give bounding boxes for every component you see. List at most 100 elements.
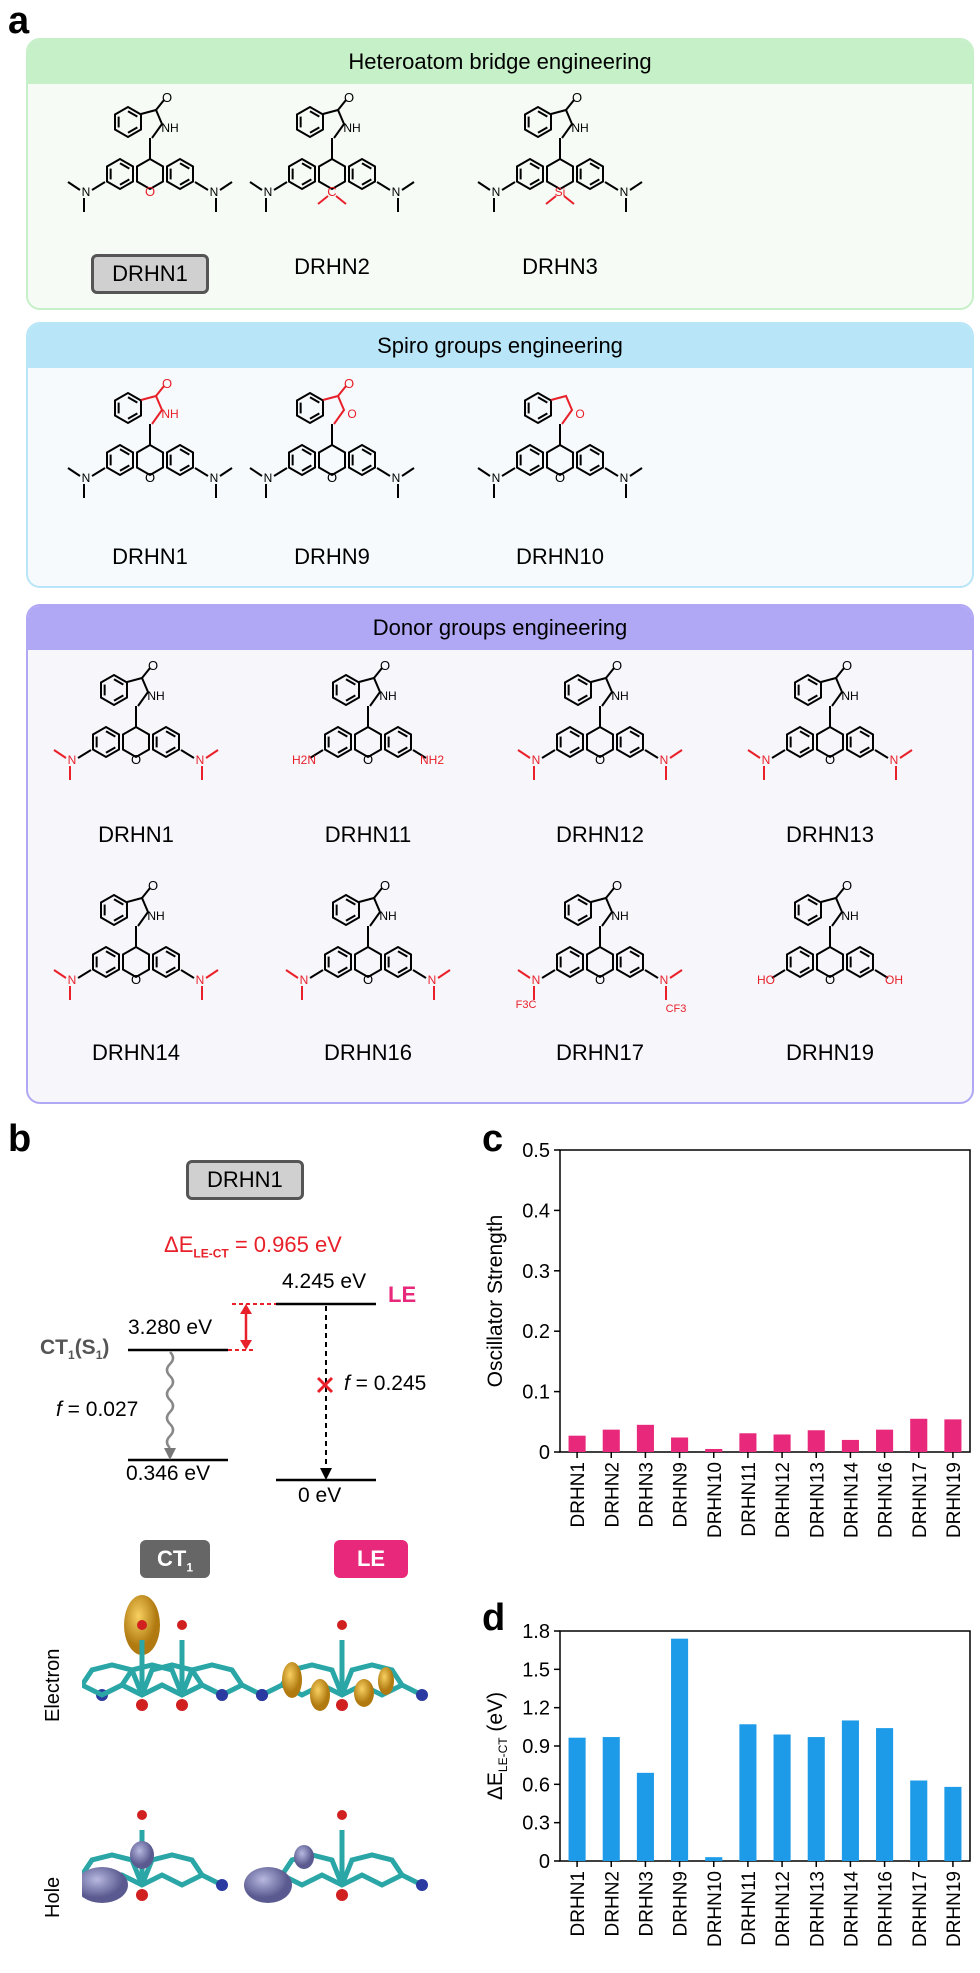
x-tick-label: DRHN1 <box>568 1462 589 1527</box>
bar <box>910 1780 928 1861</box>
svg-text:O: O <box>148 880 158 893</box>
svg-text:N: N <box>82 185 91 199</box>
svg-text:N: N <box>532 973 541 987</box>
svg-text:OH: OH <box>885 973 903 987</box>
y-tick-label: 0.9 <box>522 1736 550 1758</box>
svg-text:NH: NH <box>841 689 858 703</box>
svg-text:N: N <box>196 973 205 987</box>
ct-subscript-2: 1 <box>95 1348 103 1363</box>
ct-f-value: = 0.027 <box>61 1398 139 1421</box>
molecule-label: DRHN2 <box>294 254 370 279</box>
le-f-value: = 0.245 <box>349 1372 427 1395</box>
y-tick-label: 0.6 <box>522 1774 550 1796</box>
panel-letter-a: a <box>8 0 30 42</box>
molecule-structure: O NH O N N <box>50 92 250 252</box>
svg-text:F3C: F3C <box>516 999 537 1011</box>
svg-text:NH: NH <box>147 909 164 923</box>
svg-text:O: O <box>145 470 155 485</box>
y-tick-label: 0.5 <box>522 1140 550 1162</box>
svg-text:O: O <box>162 92 172 105</box>
y-tick-label: 0.1 <box>522 1382 550 1404</box>
svg-text:NH: NH <box>343 121 360 135</box>
svg-text:N: N <box>532 753 541 767</box>
selected-molecule-label: DRHN1 <box>91 254 209 294</box>
bar <box>739 1724 757 1861</box>
molecule-label: DRHN11 <box>324 822 412 847</box>
bar <box>568 1435 586 1452</box>
ct-end: ) <box>102 1336 110 1359</box>
molecule-structure: O NH O H2N NH2 <box>268 660 468 820</box>
svg-text:NH: NH <box>611 689 628 703</box>
bar <box>944 1419 962 1452</box>
ct-label: CT1(S1) <box>40 1336 109 1362</box>
chart-oscillator-strength: 0 0.1 0.2 0.3 0.4 0.5 DRHN1 DRHN2 DRHN3 DRHN9 DRHN… <box>484 1140 971 1538</box>
le-tag: LE <box>334 1540 408 1578</box>
bar <box>944 1786 962 1861</box>
molecule-structure: O NH O N N <box>50 378 250 538</box>
svg-text:NH: NH <box>161 121 178 135</box>
ct-oscillator: f = 0.027 <box>56 1398 138 1422</box>
x-tick-label: DRHN17 <box>910 1871 931 1947</box>
svg-text:N: N <box>660 973 669 987</box>
svg-text:O: O <box>162 378 172 391</box>
svg-text:O: O <box>363 752 373 767</box>
svg-text:N: N <box>660 753 669 767</box>
section-title: Spiro groups engineering <box>28 324 972 368</box>
svg-text:O: O <box>131 972 141 987</box>
panel-letter-d: d <box>482 1597 506 1639</box>
panel-letter-c: c <box>482 1118 504 1160</box>
y-tick-label: 1.5 <box>522 1659 550 1681</box>
molecule-label: DRHN9 <box>294 544 370 569</box>
x-tick-label: DRHN14 <box>841 1871 862 1947</box>
svg-text:NH: NH <box>379 689 396 703</box>
chart-delta-e: 0 0.3 0.6 0.9 1.2 1.5 1.8 DRHN1 DRHN2 DRHN3 DRHN9 D… <box>484 1621 971 1947</box>
y-tick-label: 0 <box>539 1442 550 1464</box>
section-donor: Donor groups engineering <box>26 604 974 1104</box>
svg-text:O: O <box>327 470 337 485</box>
svg-text:N: N <box>620 185 629 199</box>
molecule-structure: O NH O N N <box>268 880 468 1040</box>
svg-text:O: O <box>555 470 565 485</box>
bar <box>671 1638 689 1861</box>
svg-text:N: N <box>264 185 273 199</box>
bar <box>636 1772 654 1861</box>
x-tick-label: DRHN16 <box>876 1871 897 1947</box>
svg-text:CF3: CF3 <box>666 1003 687 1015</box>
molecule-label: DRHN19 <box>785 1040 875 1065</box>
svg-text:O: O <box>363 972 373 987</box>
ct-energy: 3.280 eV <box>128 1316 213 1339</box>
svg-text:N: N <box>264 471 273 485</box>
svg-text:N: N <box>68 973 77 987</box>
molecule-tag: DRHN1 <box>186 1160 304 1200</box>
bar <box>841 1439 859 1452</box>
svg-text:HO: HO <box>757 973 775 987</box>
x-tick-label: DRHN3 <box>636 1462 657 1527</box>
y-axis-label: ΔELE-CT (eV) <box>484 1692 510 1800</box>
bar <box>568 1737 586 1861</box>
molecule-label: DRHN17 <box>555 1040 645 1065</box>
x-tick-label: DRHN12 <box>773 1462 794 1538</box>
svg-text:N: N <box>428 973 437 987</box>
svg-text:NH: NH <box>379 909 396 923</box>
f-symbol: f <box>344 1372 350 1395</box>
bar <box>876 1728 894 1861</box>
x-tick-label: DRHN14 <box>841 1462 862 1538</box>
row-label-hole: Hole <box>42 1876 64 1918</box>
svg-text:O: O <box>145 184 155 199</box>
svg-text:C: C <box>327 184 336 199</box>
svg-text:N: N <box>762 753 771 767</box>
ground-ct: 0.346 eV <box>126 1462 211 1485</box>
le-oscillator: f = 0.245 <box>344 1372 426 1396</box>
svg-text:O: O <box>825 972 835 987</box>
ground-le: 0 eV <box>298 1484 342 1507</box>
svg-text:N: N <box>492 471 501 485</box>
svg-text:O: O <box>131 752 141 767</box>
section-title: Donor groups engineering <box>28 606 972 650</box>
molecule-structure: O O N N <box>460 378 660 538</box>
molecule-label: DRHN16 <box>323 1040 413 1065</box>
x-tick-label: DRHN2 <box>602 1871 623 1936</box>
y-tick-label: 0.2 <box>522 1321 550 1343</box>
svg-text:O: O <box>612 660 622 673</box>
le-label: LE <box>388 1282 417 1307</box>
molecule-label: DRHN13 <box>785 822 875 847</box>
